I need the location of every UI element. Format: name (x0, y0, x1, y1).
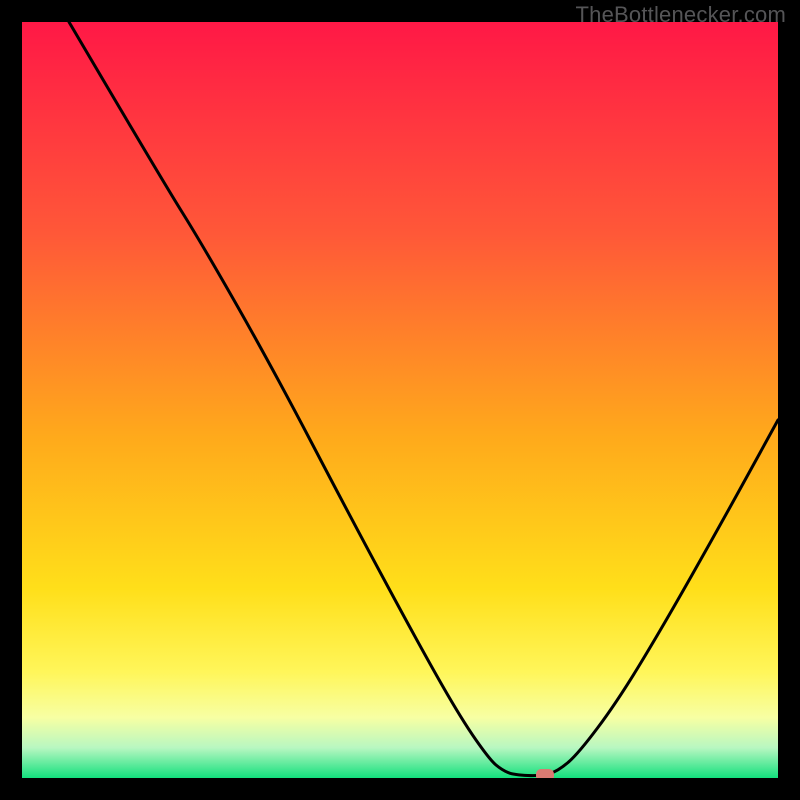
chart-frame: TheBottlenecker.com (0, 0, 800, 800)
curve-line (69, 22, 778, 776)
watermark-text: TheBottlenecker.com (576, 2, 786, 28)
plot-area (22, 22, 778, 778)
bottleneck-curve (22, 22, 778, 778)
minimum-marker (536, 769, 554, 778)
